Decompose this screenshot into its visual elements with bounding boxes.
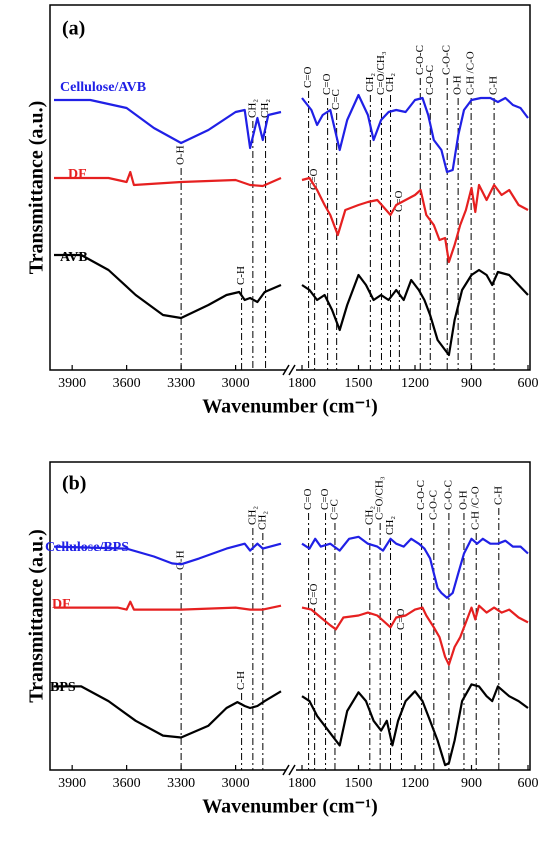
x-tick-label: 1200 xyxy=(401,776,429,791)
x-tick-label: 3900 xyxy=(58,376,86,391)
series-label: DF xyxy=(52,597,71,612)
annotation-label: C-O-C xyxy=(442,480,454,510)
x-tick-label: 1200 xyxy=(401,376,429,391)
x-tick-label: 600 xyxy=(518,776,539,791)
x-tick-label: 3600 xyxy=(113,376,141,391)
series-label: BPS xyxy=(50,680,76,695)
series-line xyxy=(54,170,529,264)
annotation-label: C-H /C-O xyxy=(470,486,482,530)
series-line xyxy=(54,93,529,174)
annotation-label: CH₂ xyxy=(256,511,268,530)
x-tick-label: 1800 xyxy=(288,776,316,791)
annotation-label: C=O xyxy=(308,168,320,190)
annotation-label: O-H xyxy=(452,75,464,95)
axis-break-mark xyxy=(282,364,290,376)
annotation-label: CH₂ xyxy=(363,506,375,525)
x-tick-label: 3000 xyxy=(222,376,250,391)
x-axis-label: Wavenumber (cm⁻¹) xyxy=(202,396,378,418)
series-line xyxy=(53,535,529,599)
x-tick-label: 3300 xyxy=(167,376,195,391)
series-label: Cellulose/BPS xyxy=(45,540,129,555)
x-tick-label: 1800 xyxy=(288,376,316,391)
annotation-label: C=O/CH₃ xyxy=(374,476,386,520)
x-tick-label: 3000 xyxy=(222,776,250,791)
annotation-label: CH₂ xyxy=(246,506,258,525)
y-axis-label: Transmittance (a.u.) xyxy=(26,101,48,275)
annotation-label: C-H /C-O xyxy=(465,51,477,95)
x-tick-label: 900 xyxy=(461,376,482,391)
annotation-label: C-O-C xyxy=(424,65,436,95)
x-tick-label: 900 xyxy=(461,776,482,791)
x-tick-label: 600 xyxy=(518,376,539,391)
annotation-label: CH₂ xyxy=(384,73,396,92)
x-axis-label: Wavenumber (cm⁻¹) xyxy=(202,796,378,818)
x-tick-label: 3300 xyxy=(167,776,195,791)
panel-label: (b) xyxy=(62,473,86,495)
annotation-label: C-H xyxy=(492,486,504,505)
annotation-label: C-O-C xyxy=(427,490,439,520)
plot-frame xyxy=(49,4,531,371)
x-tick-label: 3900 xyxy=(58,776,86,791)
annotation-label: C-O-C xyxy=(415,480,427,510)
axis-break-mark xyxy=(282,764,290,776)
annotation-label: C=O xyxy=(302,488,314,510)
annotation-label: CH₂ xyxy=(384,516,396,535)
annotation-label: C=O xyxy=(308,583,320,605)
annotation-label: C-O-C xyxy=(441,45,453,75)
series-line xyxy=(54,683,529,767)
annotation-label: O-H xyxy=(457,490,469,510)
annotation-label: C-H xyxy=(235,671,247,690)
axis-break-mark xyxy=(288,364,296,376)
annotation-label: O-H xyxy=(175,145,187,165)
annotation-label: C=O xyxy=(319,488,331,510)
axis-break xyxy=(286,766,296,774)
annotation-label: C-H xyxy=(235,266,247,285)
y-axis-label: Transmittance (a.u.) xyxy=(26,529,48,703)
axis-break xyxy=(286,366,296,374)
x-tick-label: 1500 xyxy=(345,776,373,791)
annotation-label: CH₂ xyxy=(259,99,271,118)
annotation-label: C=O xyxy=(302,66,314,88)
series-label: DF xyxy=(68,167,87,182)
axis-break-mark xyxy=(288,764,296,776)
series-line xyxy=(54,600,529,666)
annotation-label: CH₂ xyxy=(246,99,258,118)
annotation-label: C=O xyxy=(321,73,333,95)
annotation-label: C=O/CH₃ xyxy=(375,51,387,95)
annotation-label: C-O-C xyxy=(414,45,426,75)
x-tick-label: 3600 xyxy=(113,776,141,791)
annotation-label: O-H xyxy=(175,550,187,570)
x-tick-label: 1500 xyxy=(345,376,373,391)
annotation-label: CH₂ xyxy=(364,73,376,92)
panel-label: (a) xyxy=(62,18,85,40)
series-label: AVB xyxy=(60,250,88,265)
annotation-label: C=O xyxy=(395,608,407,630)
annotation-label: C-H xyxy=(488,76,500,95)
series-label: Cellulose/AVB xyxy=(60,80,146,95)
annotation-label: C=C xyxy=(328,499,340,520)
annotation-label: C=C xyxy=(330,89,342,110)
series-line xyxy=(54,253,529,357)
